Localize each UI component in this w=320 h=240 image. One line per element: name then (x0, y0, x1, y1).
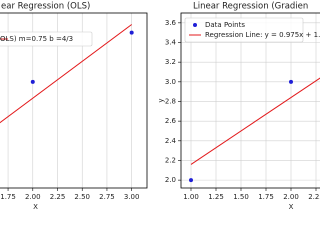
x-axis-label: X (289, 203, 294, 211)
x-tick-label: 3.00 (124, 193, 140, 201)
figure: ear Regression (OLS) 1.75 2.00 2.25 2.50 2.75… (0, 2, 320, 211)
legend-box (0, 31, 93, 47)
x-tick-label: 2.25 (308, 193, 320, 201)
data-point (289, 79, 293, 84)
chart-title: ear Regression (OLS) (1, 2, 90, 12)
x-tick-label: 2.00 (25, 193, 41, 201)
plot-area (189, 77, 320, 183)
x-tick-label: 1.00 (183, 193, 199, 201)
regression-line (190, 77, 320, 165)
y-tick-label: 3.4 (165, 38, 177, 46)
data-point (30, 79, 35, 84)
y-tick-label: 2.6 (165, 117, 177, 125)
data-point (189, 178, 193, 183)
y-tick-label: 3.0 (165, 78, 176, 86)
y-tick-label: 3.6 (165, 19, 177, 27)
y-tick-label: 3.2 (165, 58, 176, 66)
legend-label: Regression Line: y = 0.975x + 1.98 (205, 31, 320, 39)
x-axis-label: X (33, 203, 38, 211)
legend-box (184, 17, 304, 43)
y-tick-label: 2.0 (165, 176, 176, 184)
panel: ear Regression (OLS) 1.75 2.00 2.25 2.50 2.75… (0, 2, 148, 211)
regression-line (0, 24, 132, 124)
x-tick-label: 1.75 (258, 193, 274, 201)
x-tick-label: 2.25 (50, 193, 66, 201)
y-tick-label: 2.4 (165, 137, 177, 145)
x-tick-label: 1.50 (233, 193, 249, 201)
x-tick-label: 2.00 (283, 193, 299, 201)
page: ear Regression (OLS) 1.75 2.00 2.25 2.50 2.75… (0, 1, 320, 211)
y-tick-label: 2.8 (165, 97, 176, 105)
plot-area (0, 24, 134, 124)
plot-frame (180, 12, 320, 189)
panel: Linear Regression (Gradien 1.00 1.25 1.50 1.… (157, 2, 320, 211)
data-point (129, 30, 134, 35)
x-tick-label: 1.75 (0, 193, 16, 201)
plot-frame (0, 12, 148, 189)
legend-label: Data Points (205, 21, 245, 29)
y-axis-label: y (157, 98, 165, 102)
x-tick-label: 2.75 (99, 193, 115, 201)
y-tick-label: 2.2 (165, 156, 176, 164)
x-tick-label: 2.50 (74, 193, 90, 201)
legend-label: OLS) m=0.75 b =4/3 (0, 35, 73, 43)
x-tick-label: 1.25 (208, 193, 224, 201)
chart-title: Linear Regression (Gradien (193, 2, 308, 12)
legend-swatch (193, 23, 197, 27)
